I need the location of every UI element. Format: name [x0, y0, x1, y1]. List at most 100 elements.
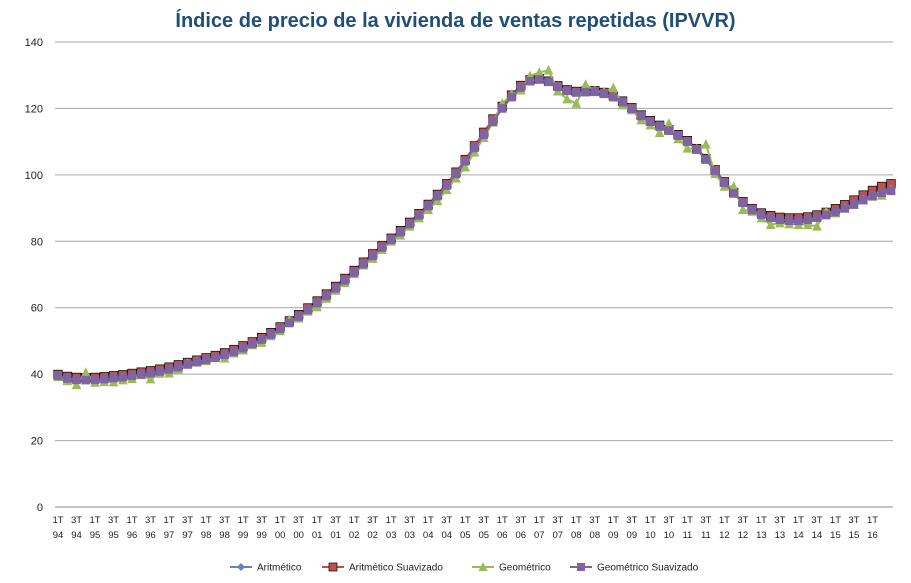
x-tick-label: 04	[423, 530, 434, 541]
data-point	[738, 204, 748, 215]
data-point	[368, 251, 377, 261]
y-tick-label: 80	[31, 236, 43, 248]
data-point	[812, 213, 822, 223]
x-tick-label: 1T	[349, 515, 360, 526]
x-tick-label: 3T	[663, 515, 674, 526]
data-point	[192, 357, 202, 367]
data-point	[646, 117, 655, 127]
data-point	[62, 374, 72, 383]
data-point	[303, 305, 313, 315]
x-tick-label: 3T	[256, 515, 267, 526]
data-point	[581, 87, 590, 97]
data-point	[858, 195, 868, 205]
x-tick-label: 3T	[737, 515, 748, 526]
x-tick-label: 06	[515, 530, 526, 541]
data-point	[747, 205, 757, 215]
data-point	[479, 130, 489, 139]
legend-item: Aritmético Suavizado	[322, 563, 443, 574]
data-point	[664, 126, 674, 135]
x-tick-label: 12	[738, 530, 749, 541]
data-point	[99, 374, 109, 384]
x-tick-label: 1T	[460, 515, 471, 526]
x-tick-label: 1T	[867, 515, 878, 526]
x-tick-label: 03	[404, 530, 415, 541]
data-point	[692, 145, 701, 154]
x-tick-label: 96	[127, 530, 138, 541]
data-point	[349, 268, 359, 277]
x-tick-label: 11	[682, 530, 692, 541]
x-tick-label: 15	[849, 530, 860, 541]
x-tick-label: 1T	[756, 515, 767, 526]
x-tick-label: 08	[590, 530, 601, 541]
x-tick-label: 13	[775, 530, 786, 541]
data-point	[488, 117, 498, 127]
x-tick-label: 1T	[571, 515, 582, 526]
data-point	[618, 97, 627, 107]
x-tick-label: 1T	[497, 515, 508, 526]
x-tick-label: 96	[145, 530, 156, 541]
data-point	[701, 139, 711, 149]
x-tick-label: 1T	[534, 515, 545, 526]
x-tick-label: 1T	[201, 515, 212, 526]
data-point	[80, 367, 91, 377]
y-tick-label: 120	[25, 103, 43, 115]
x-tick-label: 1T	[719, 515, 730, 526]
data-point	[460, 161, 471, 172]
data-point	[664, 118, 674, 128]
x-tick-label: 94	[71, 530, 82, 541]
x-tick-label: 3T	[108, 515, 119, 526]
series-line	[57, 78, 892, 382]
data-point	[802, 219, 813, 229]
data-point	[599, 89, 609, 99]
data-point	[145, 373, 156, 384]
x-tick-label: 10	[645, 530, 656, 541]
data-point	[728, 181, 739, 191]
legend-item: Aritmético	[230, 563, 302, 574]
x-tick-label: 02	[367, 530, 378, 541]
x-tick-label: 15	[830, 530, 841, 541]
legend-label: Geométrico Suavizado	[597, 563, 699, 574]
data-point	[53, 371, 63, 381]
series-geométrico-suavizado	[53, 75, 896, 385]
data-point	[90, 375, 100, 385]
x-tick-label: 00	[275, 530, 286, 541]
data-point	[701, 155, 711, 164]
x-tick-label: 03	[386, 530, 397, 541]
data-point	[525, 76, 535, 86]
data-point	[396, 228, 405, 237]
x-tick-label: 16	[867, 530, 878, 541]
data-point	[831, 207, 840, 217]
x-tick-label: 05	[478, 530, 489, 541]
x-tick-label: 3T	[774, 515, 785, 526]
data-point	[109, 373, 118, 383]
data-point	[312, 298, 322, 308]
data-point	[571, 98, 582, 108]
series-geométrico	[53, 64, 896, 390]
x-tick-label: 3T	[441, 515, 452, 526]
x-tick-label: 3T	[330, 515, 341, 526]
y-tick-label: 40	[31, 369, 43, 381]
data-point	[414, 211, 424, 220]
x-tick-label: 3T	[367, 515, 378, 526]
data-point	[840, 204, 850, 213]
data-point	[543, 64, 554, 75]
x-tick-label: 3T	[700, 515, 711, 526]
data-point	[442, 181, 452, 190]
x-tick-label: 09	[608, 530, 619, 541]
x-tick-label: 01	[330, 530, 341, 541]
data-point	[886, 186, 896, 196]
data-point	[507, 92, 516, 102]
x-tick-label: 06	[497, 530, 508, 541]
data-point	[201, 355, 211, 365]
data-point	[803, 215, 812, 224]
data-point	[849, 200, 859, 209]
x-tick-label: 97	[182, 530, 193, 541]
data-point	[470, 143, 479, 153]
data-point	[146, 368, 155, 378]
data-point	[248, 339, 257, 349]
x-tick-label: 12	[719, 530, 730, 541]
data-point	[174, 362, 183, 372]
y-axis-ticks: 0 20 40 60 80 100 120 140	[25, 37, 43, 514]
data-point	[580, 79, 591, 89]
data-point	[609, 92, 618, 102]
